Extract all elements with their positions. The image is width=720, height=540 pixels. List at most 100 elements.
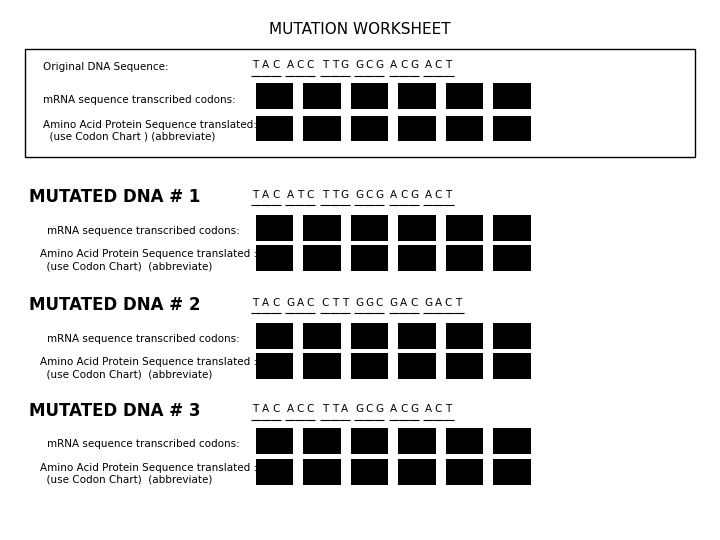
Text: A: A [287,404,294,414]
Text: A: A [400,298,408,308]
Text: T: T [297,190,303,200]
Text: C: C [307,190,314,200]
Bar [256,83,293,109]
Text: G: G [375,60,384,70]
Bar [446,428,483,454]
Bar [303,323,341,349]
Bar [493,323,531,349]
Text: C: C [307,404,314,414]
Bar [398,353,436,379]
Text: T: T [446,190,451,200]
Text: G: G [355,190,364,200]
Text: G: G [355,404,364,414]
Bar [351,83,388,109]
Bar [303,215,341,241]
Bar [256,116,293,141]
Bar [493,428,531,454]
Bar [351,323,388,349]
Bar [446,353,483,379]
Text: A: A [425,60,432,70]
Text: C: C [435,60,442,70]
Text: T: T [253,298,258,308]
Text: A: A [262,60,269,70]
Bar [256,428,293,454]
Text: C: C [435,404,442,414]
Text: G: G [375,404,384,414]
Text: T: T [342,298,348,308]
Bar [446,245,483,271]
Bar [351,215,388,241]
Bar [303,116,341,141]
Text: G: G [390,298,398,308]
Text: G: G [341,60,349,70]
Text: G: G [355,298,364,308]
Bar [303,428,341,454]
Text: C: C [272,298,279,308]
Bar [25,49,695,157]
Text: mRNA sequence transcribed codons:: mRNA sequence transcribed codons: [43,95,236,105]
Text: T: T [446,60,451,70]
Text: T: T [456,298,462,308]
Text: T: T [332,298,338,308]
Text: C: C [307,298,314,308]
Text: T: T [253,404,258,414]
Text: A: A [425,190,432,200]
Text: T: T [332,404,338,414]
Text: G: G [410,404,418,414]
Text: T: T [322,404,328,414]
Text: A: A [262,404,269,414]
Text: C: C [321,298,328,308]
Text: A: A [262,190,269,200]
Text: T: T [446,404,451,414]
Text: G: G [424,298,433,308]
Text: C: C [297,404,304,414]
Text: mRNA sequence transcribed codons:: mRNA sequence transcribed codons: [47,439,240,449]
Text: A: A [390,190,397,200]
Text: MUTATION WORKSHEET: MUTATION WORKSHEET [269,22,451,37]
Bar [493,83,531,109]
Text: Amino Acid Protein Sequence translated :
  (use Codon Chart)  (abbreviate): Amino Acid Protein Sequence translated :… [40,463,257,485]
Text: C: C [272,60,279,70]
Text: Amino Acid Protein Sequence translated:
  (use Codon Chart ) (abbreviate): Amino Acid Protein Sequence translated: … [43,120,257,141]
Text: C: C [376,298,383,308]
Text: A: A [390,404,397,414]
Text: T: T [332,190,338,200]
Text: T: T [322,190,328,200]
Text: Amino Acid Protein Sequence translated :
  (use Codon Chart)  (abbreviate): Amino Acid Protein Sequence translated :… [40,357,257,379]
Text: G: G [375,190,384,200]
Text: C: C [366,404,373,414]
Bar [398,116,436,141]
Bar [446,116,483,141]
Text: G: G [365,298,374,308]
Text: Original DNA Sequence:: Original DNA Sequence: [43,63,168,72]
Bar [256,215,293,241]
Text: C: C [366,60,373,70]
Bar [493,116,531,141]
Text: A: A [425,404,432,414]
Text: C: C [297,60,304,70]
Bar [398,83,436,109]
Text: C: C [272,404,279,414]
Bar [398,459,436,485]
Bar [398,215,436,241]
Text: A: A [262,298,269,308]
Bar [256,245,293,271]
Text: C: C [307,60,314,70]
Text: C: C [400,60,408,70]
Bar [303,353,341,379]
Bar [351,353,388,379]
Text: C: C [272,190,279,200]
Text: G: G [355,60,364,70]
Bar [493,245,531,271]
Text: C: C [366,190,373,200]
Text: A: A [287,190,294,200]
Text: MUTATED DNA # 3: MUTATED DNA # 3 [29,402,200,421]
Text: MUTATED DNA # 1: MUTATED DNA # 1 [29,188,200,206]
Text: C: C [400,404,408,414]
Text: mRNA sequence transcribed codons:: mRNA sequence transcribed codons: [47,334,240,344]
Text: T: T [332,60,338,70]
Text: G: G [410,60,418,70]
Text: Amino Acid Protein Sequence translated :
  (use Codon Chart)  (abbreviate): Amino Acid Protein Sequence translated :… [40,249,257,271]
Bar [493,459,531,485]
Text: A: A [435,298,442,308]
